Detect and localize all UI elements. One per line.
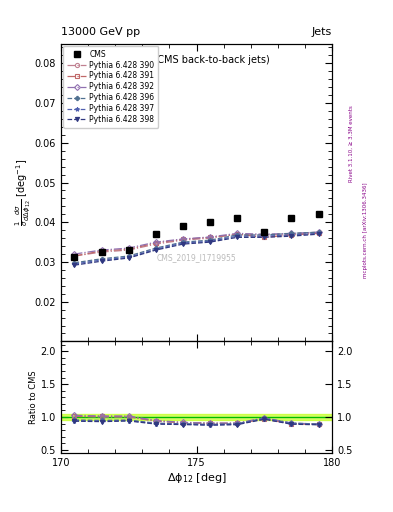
Text: Jets: Jets <box>312 27 332 37</box>
CMS <box>262 229 267 235</box>
Pythia 6.428 398 <box>235 234 240 241</box>
Pythia 6.428 392 <box>235 230 240 237</box>
Line: Pythia 6.428 392: Pythia 6.428 392 <box>72 230 321 256</box>
Pythia 6.428 396 <box>208 237 213 243</box>
Pythia 6.428 390 <box>262 232 267 238</box>
Pythia 6.428 397 <box>208 238 213 244</box>
Line: Pythia 6.428 391: Pythia 6.428 391 <box>72 231 321 258</box>
Pythia 6.428 397 <box>127 254 131 260</box>
CMS <box>72 254 77 260</box>
Pythia 6.428 392 <box>180 236 185 242</box>
Pythia 6.428 398 <box>180 241 185 247</box>
Pythia 6.428 391 <box>180 236 185 242</box>
Pythia 6.428 390 <box>72 253 77 259</box>
Pythia 6.428 397 <box>153 246 158 252</box>
Pythia 6.428 397 <box>289 232 294 238</box>
Pythia 6.428 397 <box>316 230 321 237</box>
Pythia 6.428 398 <box>72 262 77 268</box>
Pythia 6.428 396 <box>153 245 158 251</box>
Pythia 6.428 397 <box>99 257 104 263</box>
Pythia 6.428 396 <box>316 229 321 235</box>
Text: 13000 GeV pp: 13000 GeV pp <box>61 27 140 37</box>
Pythia 6.428 396 <box>127 253 131 259</box>
Line: CMS: CMS <box>72 211 321 260</box>
CMS <box>99 249 104 255</box>
Pythia 6.428 398 <box>262 234 267 241</box>
Pythia 6.428 390 <box>316 229 321 235</box>
Pythia 6.428 390 <box>153 241 158 247</box>
Pythia 6.428 392 <box>99 247 104 253</box>
Pythia 6.428 392 <box>289 230 294 237</box>
Text: Rivet 3.1.10, ≥ 3.3M events: Rivet 3.1.10, ≥ 3.3M events <box>349 105 354 182</box>
Pythia 6.428 398 <box>289 233 294 239</box>
Pythia 6.428 392 <box>153 239 158 245</box>
Pythia 6.428 391 <box>153 240 158 246</box>
Pythia 6.428 391 <box>72 253 77 259</box>
Pythia 6.428 392 <box>316 229 321 235</box>
Text: CMS_2019_I1719955: CMS_2019_I1719955 <box>157 253 236 263</box>
Pythia 6.428 397 <box>235 233 240 239</box>
Pythia 6.428 397 <box>72 261 77 267</box>
Pythia 6.428 392 <box>208 234 213 240</box>
CMS <box>153 231 158 237</box>
Line: Pythia 6.428 398: Pythia 6.428 398 <box>72 232 321 267</box>
Y-axis label: Ratio to CMS: Ratio to CMS <box>29 371 38 424</box>
Pythia 6.428 397 <box>180 240 185 246</box>
Pythia 6.428 391 <box>235 231 240 237</box>
Pythia 6.428 390 <box>289 231 294 237</box>
Pythia 6.428 398 <box>208 239 213 245</box>
Pythia 6.428 390 <box>208 235 213 241</box>
CMS <box>316 211 321 218</box>
Text: Δϕ(jj) (CMS back-to-back jets): Δϕ(jj) (CMS back-to-back jets) <box>124 55 269 66</box>
Pythia 6.428 391 <box>208 234 213 241</box>
Pythia 6.428 398 <box>99 258 104 264</box>
Pythia 6.428 398 <box>316 231 321 237</box>
Line: Pythia 6.428 397: Pythia 6.428 397 <box>72 231 321 266</box>
Pythia 6.428 396 <box>99 255 104 262</box>
Pythia 6.428 390 <box>235 231 240 237</box>
X-axis label: Δϕ$_{12}$ [deg]: Δϕ$_{12}$ [deg] <box>167 471 226 485</box>
Bar <box>61 414 332 420</box>
Pythia 6.428 391 <box>289 232 294 238</box>
Pythia 6.428 396 <box>180 239 185 245</box>
Pythia 6.428 391 <box>99 248 104 254</box>
Pythia 6.428 398 <box>127 255 131 261</box>
CMS <box>235 215 240 221</box>
Text: mcplots.cern.ch [arXiv:1306.3436]: mcplots.cern.ch [arXiv:1306.3436] <box>363 183 368 278</box>
CMS <box>208 219 213 225</box>
Pythia 6.428 397 <box>262 233 267 239</box>
Pythia 6.428 390 <box>127 247 131 253</box>
Pythia 6.428 392 <box>72 251 77 257</box>
Y-axis label: $\frac{1}{\sigma}\frac{d\sigma}{d\Delta\phi_{12}}$ [deg$^{-1}$]: $\frac{1}{\sigma}\frac{d\sigma}{d\Delta\… <box>14 159 33 226</box>
Line: Pythia 6.428 390: Pythia 6.428 390 <box>72 230 321 258</box>
Pythia 6.428 392 <box>127 245 131 251</box>
Pythia 6.428 391 <box>262 234 267 241</box>
CMS <box>289 215 294 221</box>
CMS <box>127 247 131 253</box>
Pythia 6.428 396 <box>235 232 240 238</box>
Line: Pythia 6.428 396: Pythia 6.428 396 <box>72 230 321 265</box>
Legend: CMS, Pythia 6.428 390, Pythia 6.428 391, Pythia 6.428 392, Pythia 6.428 396, Pyt: CMS, Pythia 6.428 390, Pythia 6.428 391,… <box>63 46 158 128</box>
Pythia 6.428 391 <box>127 246 131 252</box>
Pythia 6.428 391 <box>316 230 321 237</box>
Pythia 6.428 396 <box>262 232 267 238</box>
Pythia 6.428 392 <box>262 231 267 237</box>
Pythia 6.428 396 <box>289 230 294 237</box>
Pythia 6.428 390 <box>99 249 104 255</box>
Pythia 6.428 398 <box>153 247 158 253</box>
Pythia 6.428 396 <box>72 260 77 266</box>
CMS <box>180 223 185 229</box>
Pythia 6.428 390 <box>180 237 185 243</box>
